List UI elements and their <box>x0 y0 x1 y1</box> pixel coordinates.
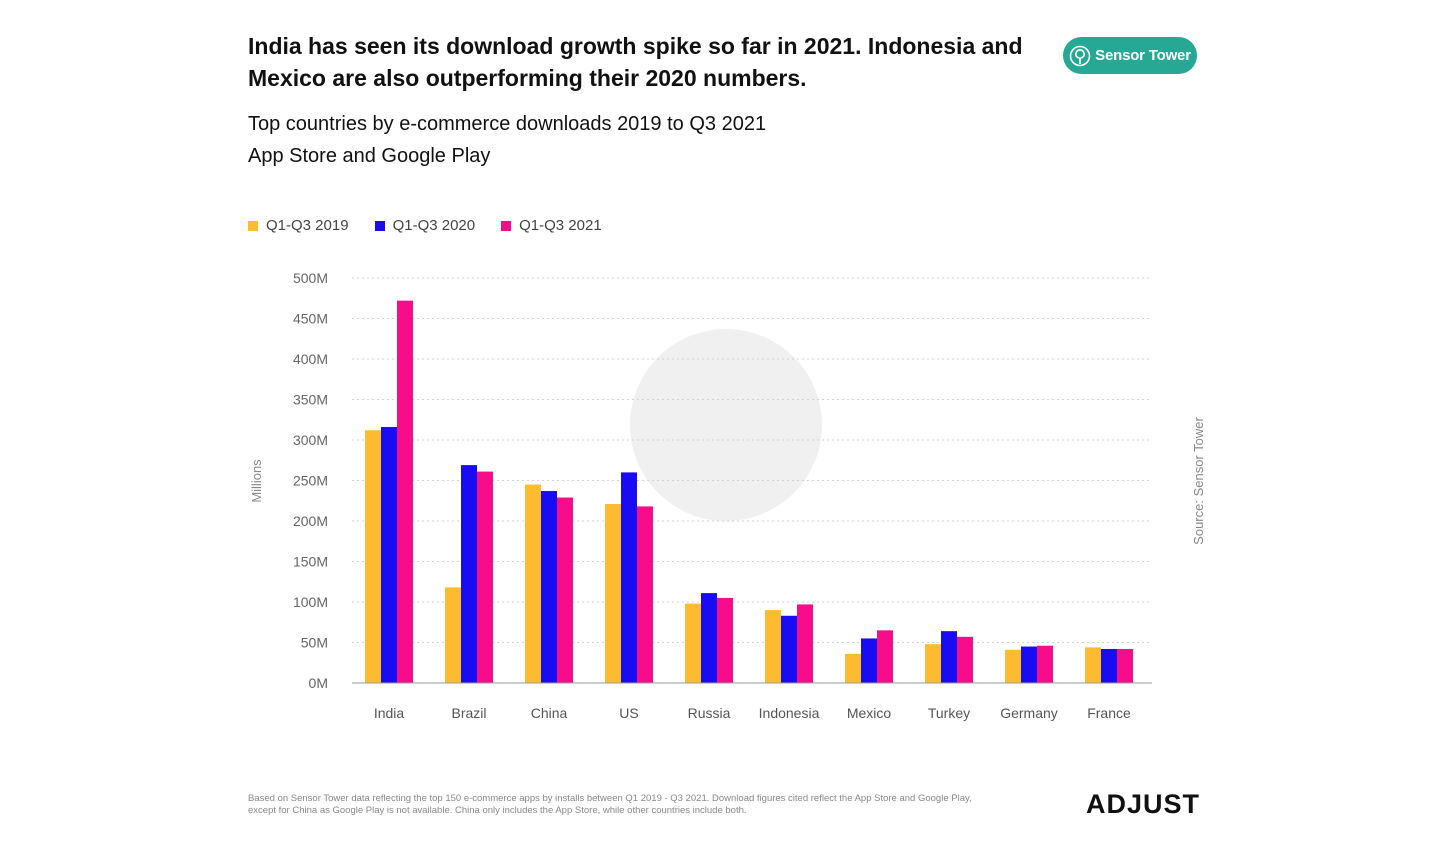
footnote-line-2: except for China as Google Play is not a… <box>248 805 747 816</box>
legend: Q1-Q3 2019 Q1-Q3 2020 Q1-Q3 2021 <box>248 217 602 234</box>
y-tick-label: 0M <box>309 675 328 691</box>
bar-india-1 <box>365 430 381 683</box>
bar-germany-2 <box>1021 646 1037 683</box>
bar-china-3 <box>557 497 573 683</box>
x-tick-label: Germany <box>1000 705 1058 721</box>
subtitle-line-1: Top countries by e-commerce downloads 20… <box>248 113 767 135</box>
sensor-tower-logo: Sensor Tower <box>1063 37 1197 74</box>
chart-subtitle: Top countries by e-commerce downloads 20… <box>248 108 766 172</box>
legend-swatch <box>374 220 385 231</box>
source-label: Source: Sensor Tower <box>1191 417 1206 545</box>
y-axis-label: Millions <box>249 459 264 503</box>
footnote-line-1: Based on Sensor Tower data reflecting th… <box>248 793 972 804</box>
bar-russia-3 <box>717 597 733 683</box>
bar-brazil-3 <box>477 471 493 683</box>
bar-india-3 <box>397 300 413 683</box>
legend-label: Q1-Q3 2021 <box>519 217 602 234</box>
legend-item: Q1-Q3 2021 <box>501 217 602 234</box>
bar-russia-2 <box>701 593 717 683</box>
bar-germany-1 <box>1005 649 1021 683</box>
sensor-tower-logo-text: Sensor Tower <box>1095 47 1191 64</box>
bar-india-2 <box>381 427 397 683</box>
x-tick-label: India <box>374 705 405 721</box>
y-tick-label: 100M <box>293 594 328 610</box>
y-tick-label: 450M <box>293 311 328 327</box>
x-tick-label: Mexico <box>847 705 892 721</box>
x-tick-label: Turkey <box>928 705 970 721</box>
bar-china-1 <box>525 484 541 683</box>
bar-brazil-2 <box>461 465 477 683</box>
bar-us-3 <box>637 506 653 683</box>
bar-france-1 <box>1085 647 1101 683</box>
bar-turkey-1 <box>925 644 941 683</box>
bar-indonesia-1 <box>765 610 781 683</box>
footnote: Based on Sensor Tower data reflecting th… <box>248 793 1048 817</box>
legend-item: Q1-Q3 2019 <box>248 217 349 234</box>
sensor-tower-icon <box>1069 45 1091 66</box>
adjust-logo: ADJUST <box>1086 789 1201 819</box>
x-tick-label: Brazil <box>451 705 486 721</box>
y-tick-label: 350M <box>293 392 328 408</box>
x-axis-ticks: India Brazil China US Russia Indonesia Mexico T… <box>374 705 1131 721</box>
y-tick-label: 400M <box>293 351 328 367</box>
bar-us-1 <box>605 503 621 683</box>
y-tick-label: 250M <box>293 473 328 489</box>
bar-us-2 <box>621 472 637 683</box>
x-tick-label: Russia <box>688 705 731 721</box>
bar-indonesia-3 <box>797 604 813 683</box>
bar-brazil-1 <box>445 587 461 683</box>
chart-title: India has seen its download growth spike… <box>248 33 1023 91</box>
bar-indonesia-2 <box>781 615 797 683</box>
x-tick-label: China <box>531 705 568 721</box>
bar-mexico-1 <box>845 653 861 683</box>
legend-item: Q1-Q3 2020 <box>374 217 476 234</box>
bar-china-2 <box>541 491 557 683</box>
y-tick-label: 200M <box>293 513 328 529</box>
y-axis-ticks: 0M 50M 100M 150M 200M 250M 300M 350M 400M 450M 500… <box>293 270 328 691</box>
x-tick-label: US <box>619 705 638 721</box>
legend-label: Q1-Q3 2020 <box>392 217 476 234</box>
gridlines <box>352 277 1152 643</box>
legend-swatch <box>248 220 258 231</box>
bar-france-3 <box>1117 648 1133 683</box>
subtitle-line-2: App Store and Google Play <box>248 145 491 167</box>
legend-label: Q1-Q3 2019 <box>266 217 349 234</box>
watermark <box>630 329 822 521</box>
x-tick-label: Indonesia <box>759 705 820 721</box>
bar-germany-3 <box>1037 645 1053 683</box>
x-tick-label: France <box>1087 705 1131 721</box>
y-tick-label: 50M <box>301 635 328 651</box>
y-tick-label: 150M <box>293 554 328 570</box>
bar-mexico-3 <box>877 630 893 683</box>
bar-france-2 <box>1101 648 1117 683</box>
legend-swatch <box>501 220 512 231</box>
y-tick-label: 500M <box>293 270 328 286</box>
bar-turkey-2 <box>941 631 957 683</box>
bar-russia-1 <box>685 603 701 683</box>
bar-mexico-2 <box>861 638 877 683</box>
y-tick-label: 300M <box>293 432 328 448</box>
bars <box>365 300 1133 683</box>
bar-turkey-3 <box>957 636 973 683</box>
